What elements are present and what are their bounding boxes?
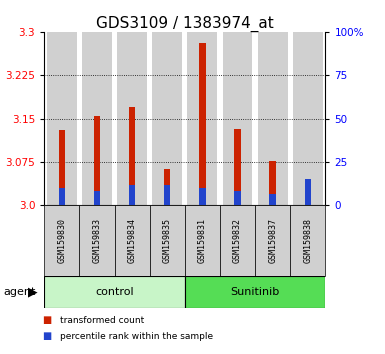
- Bar: [270, 194, 276, 205]
- Text: control: control: [95, 287, 134, 297]
- FancyBboxPatch shape: [290, 205, 325, 276]
- Text: ■: ■: [42, 331, 52, 341]
- FancyBboxPatch shape: [44, 276, 185, 308]
- Bar: [117, 32, 147, 205]
- Text: ▶: ▶: [28, 286, 37, 298]
- FancyBboxPatch shape: [220, 205, 255, 276]
- Bar: [199, 188, 206, 205]
- Bar: [129, 107, 135, 205]
- Bar: [47, 32, 77, 205]
- Text: GSM159838: GSM159838: [303, 218, 312, 263]
- FancyBboxPatch shape: [79, 205, 115, 276]
- Text: GDS3109 / 1383974_at: GDS3109 / 1383974_at: [96, 16, 274, 32]
- Text: GSM159835: GSM159835: [163, 218, 172, 263]
- Text: GSM159834: GSM159834: [127, 218, 137, 263]
- FancyBboxPatch shape: [115, 205, 150, 276]
- Bar: [234, 129, 241, 205]
- Text: GSM159832: GSM159832: [233, 218, 242, 263]
- Bar: [82, 32, 112, 205]
- Bar: [293, 32, 323, 205]
- FancyBboxPatch shape: [44, 205, 79, 276]
- Text: transformed count: transformed count: [60, 316, 144, 325]
- Bar: [152, 32, 182, 205]
- Bar: [234, 191, 241, 205]
- Text: GSM159831: GSM159831: [198, 218, 207, 263]
- Bar: [164, 185, 171, 205]
- FancyBboxPatch shape: [255, 205, 290, 276]
- Bar: [258, 32, 288, 205]
- Text: Sunitinib: Sunitinib: [231, 287, 280, 297]
- Text: ■: ■: [42, 315, 52, 325]
- FancyBboxPatch shape: [150, 205, 185, 276]
- Bar: [129, 185, 135, 205]
- Bar: [164, 170, 171, 205]
- Text: percentile rank within the sample: percentile rank within the sample: [60, 332, 213, 341]
- Bar: [223, 32, 253, 205]
- Bar: [270, 161, 276, 205]
- Bar: [187, 32, 217, 205]
- Bar: [305, 200, 311, 205]
- Bar: [94, 191, 100, 205]
- Bar: [59, 188, 65, 205]
- Text: GSM159830: GSM159830: [57, 218, 66, 263]
- Bar: [94, 116, 100, 205]
- Text: agent: agent: [4, 287, 36, 297]
- Bar: [199, 44, 206, 205]
- FancyBboxPatch shape: [185, 205, 220, 276]
- Bar: [59, 130, 65, 205]
- Text: GSM159833: GSM159833: [92, 218, 102, 263]
- FancyBboxPatch shape: [185, 276, 325, 308]
- Bar: [305, 179, 311, 205]
- Text: GSM159837: GSM159837: [268, 218, 277, 263]
